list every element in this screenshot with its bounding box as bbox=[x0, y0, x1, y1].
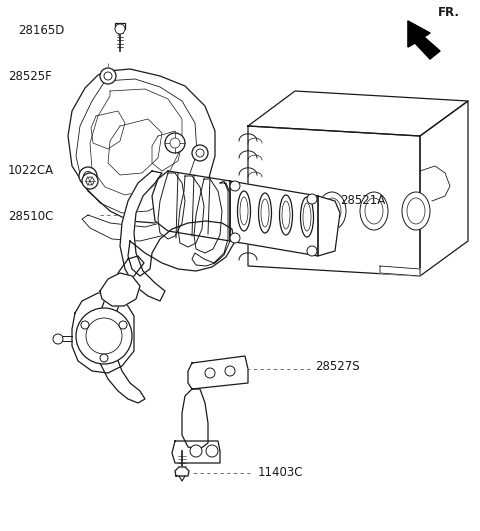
Polygon shape bbox=[82, 213, 185, 241]
Text: 28525F: 28525F bbox=[8, 70, 52, 82]
Polygon shape bbox=[96, 256, 145, 403]
Polygon shape bbox=[182, 389, 208, 449]
Ellipse shape bbox=[261, 199, 269, 227]
Polygon shape bbox=[100, 273, 140, 306]
Polygon shape bbox=[178, 176, 204, 247]
Text: FR.: FR. bbox=[438, 6, 460, 20]
Polygon shape bbox=[420, 101, 468, 276]
Text: 1022CA: 1022CA bbox=[8, 165, 54, 177]
Ellipse shape bbox=[402, 192, 430, 230]
Polygon shape bbox=[68, 69, 215, 223]
Ellipse shape bbox=[276, 192, 304, 230]
Circle shape bbox=[190, 445, 202, 457]
Polygon shape bbox=[192, 181, 230, 266]
Polygon shape bbox=[172, 441, 220, 463]
Text: 28521A: 28521A bbox=[340, 194, 385, 208]
Text: 28165D: 28165D bbox=[18, 24, 64, 38]
Circle shape bbox=[86, 318, 122, 354]
Circle shape bbox=[119, 321, 127, 329]
Circle shape bbox=[196, 149, 204, 157]
Circle shape bbox=[104, 72, 112, 80]
Ellipse shape bbox=[318, 192, 346, 230]
Ellipse shape bbox=[282, 201, 290, 229]
Circle shape bbox=[53, 334, 63, 344]
Circle shape bbox=[230, 181, 240, 191]
Circle shape bbox=[79, 167, 97, 185]
Polygon shape bbox=[408, 21, 440, 59]
Ellipse shape bbox=[407, 198, 425, 224]
Ellipse shape bbox=[259, 193, 272, 233]
Polygon shape bbox=[248, 91, 468, 136]
Polygon shape bbox=[318, 196, 340, 256]
Ellipse shape bbox=[238, 191, 251, 231]
Polygon shape bbox=[248, 126, 420, 276]
Polygon shape bbox=[152, 171, 230, 241]
Circle shape bbox=[165, 133, 185, 153]
Polygon shape bbox=[194, 179, 222, 253]
Ellipse shape bbox=[300, 197, 313, 237]
Ellipse shape bbox=[323, 198, 341, 224]
Circle shape bbox=[84, 172, 93, 181]
Circle shape bbox=[81, 321, 89, 329]
Polygon shape bbox=[120, 171, 165, 301]
Polygon shape bbox=[188, 356, 248, 389]
Circle shape bbox=[86, 177, 94, 185]
Polygon shape bbox=[175, 467, 189, 476]
Ellipse shape bbox=[365, 198, 383, 224]
Ellipse shape bbox=[281, 198, 299, 224]
Circle shape bbox=[206, 445, 218, 457]
Circle shape bbox=[205, 368, 215, 378]
Polygon shape bbox=[380, 266, 420, 276]
Polygon shape bbox=[115, 23, 125, 29]
Ellipse shape bbox=[360, 192, 388, 230]
Circle shape bbox=[230, 233, 240, 243]
Circle shape bbox=[76, 308, 132, 364]
Ellipse shape bbox=[279, 195, 292, 235]
Polygon shape bbox=[230, 181, 318, 256]
Circle shape bbox=[192, 145, 208, 161]
Ellipse shape bbox=[303, 203, 311, 231]
Circle shape bbox=[115, 24, 125, 34]
Circle shape bbox=[307, 246, 317, 256]
Polygon shape bbox=[128, 221, 234, 276]
Ellipse shape bbox=[240, 197, 248, 225]
Text: 28510C: 28510C bbox=[8, 210, 53, 222]
Text: 11403C: 11403C bbox=[258, 467, 303, 479]
Circle shape bbox=[82, 173, 98, 189]
Circle shape bbox=[225, 366, 235, 376]
Polygon shape bbox=[158, 173, 185, 239]
Circle shape bbox=[307, 194, 317, 204]
Polygon shape bbox=[72, 293, 134, 373]
Circle shape bbox=[100, 68, 116, 84]
Circle shape bbox=[100, 354, 108, 362]
Circle shape bbox=[170, 138, 180, 148]
Text: 28527S: 28527S bbox=[315, 359, 360, 373]
